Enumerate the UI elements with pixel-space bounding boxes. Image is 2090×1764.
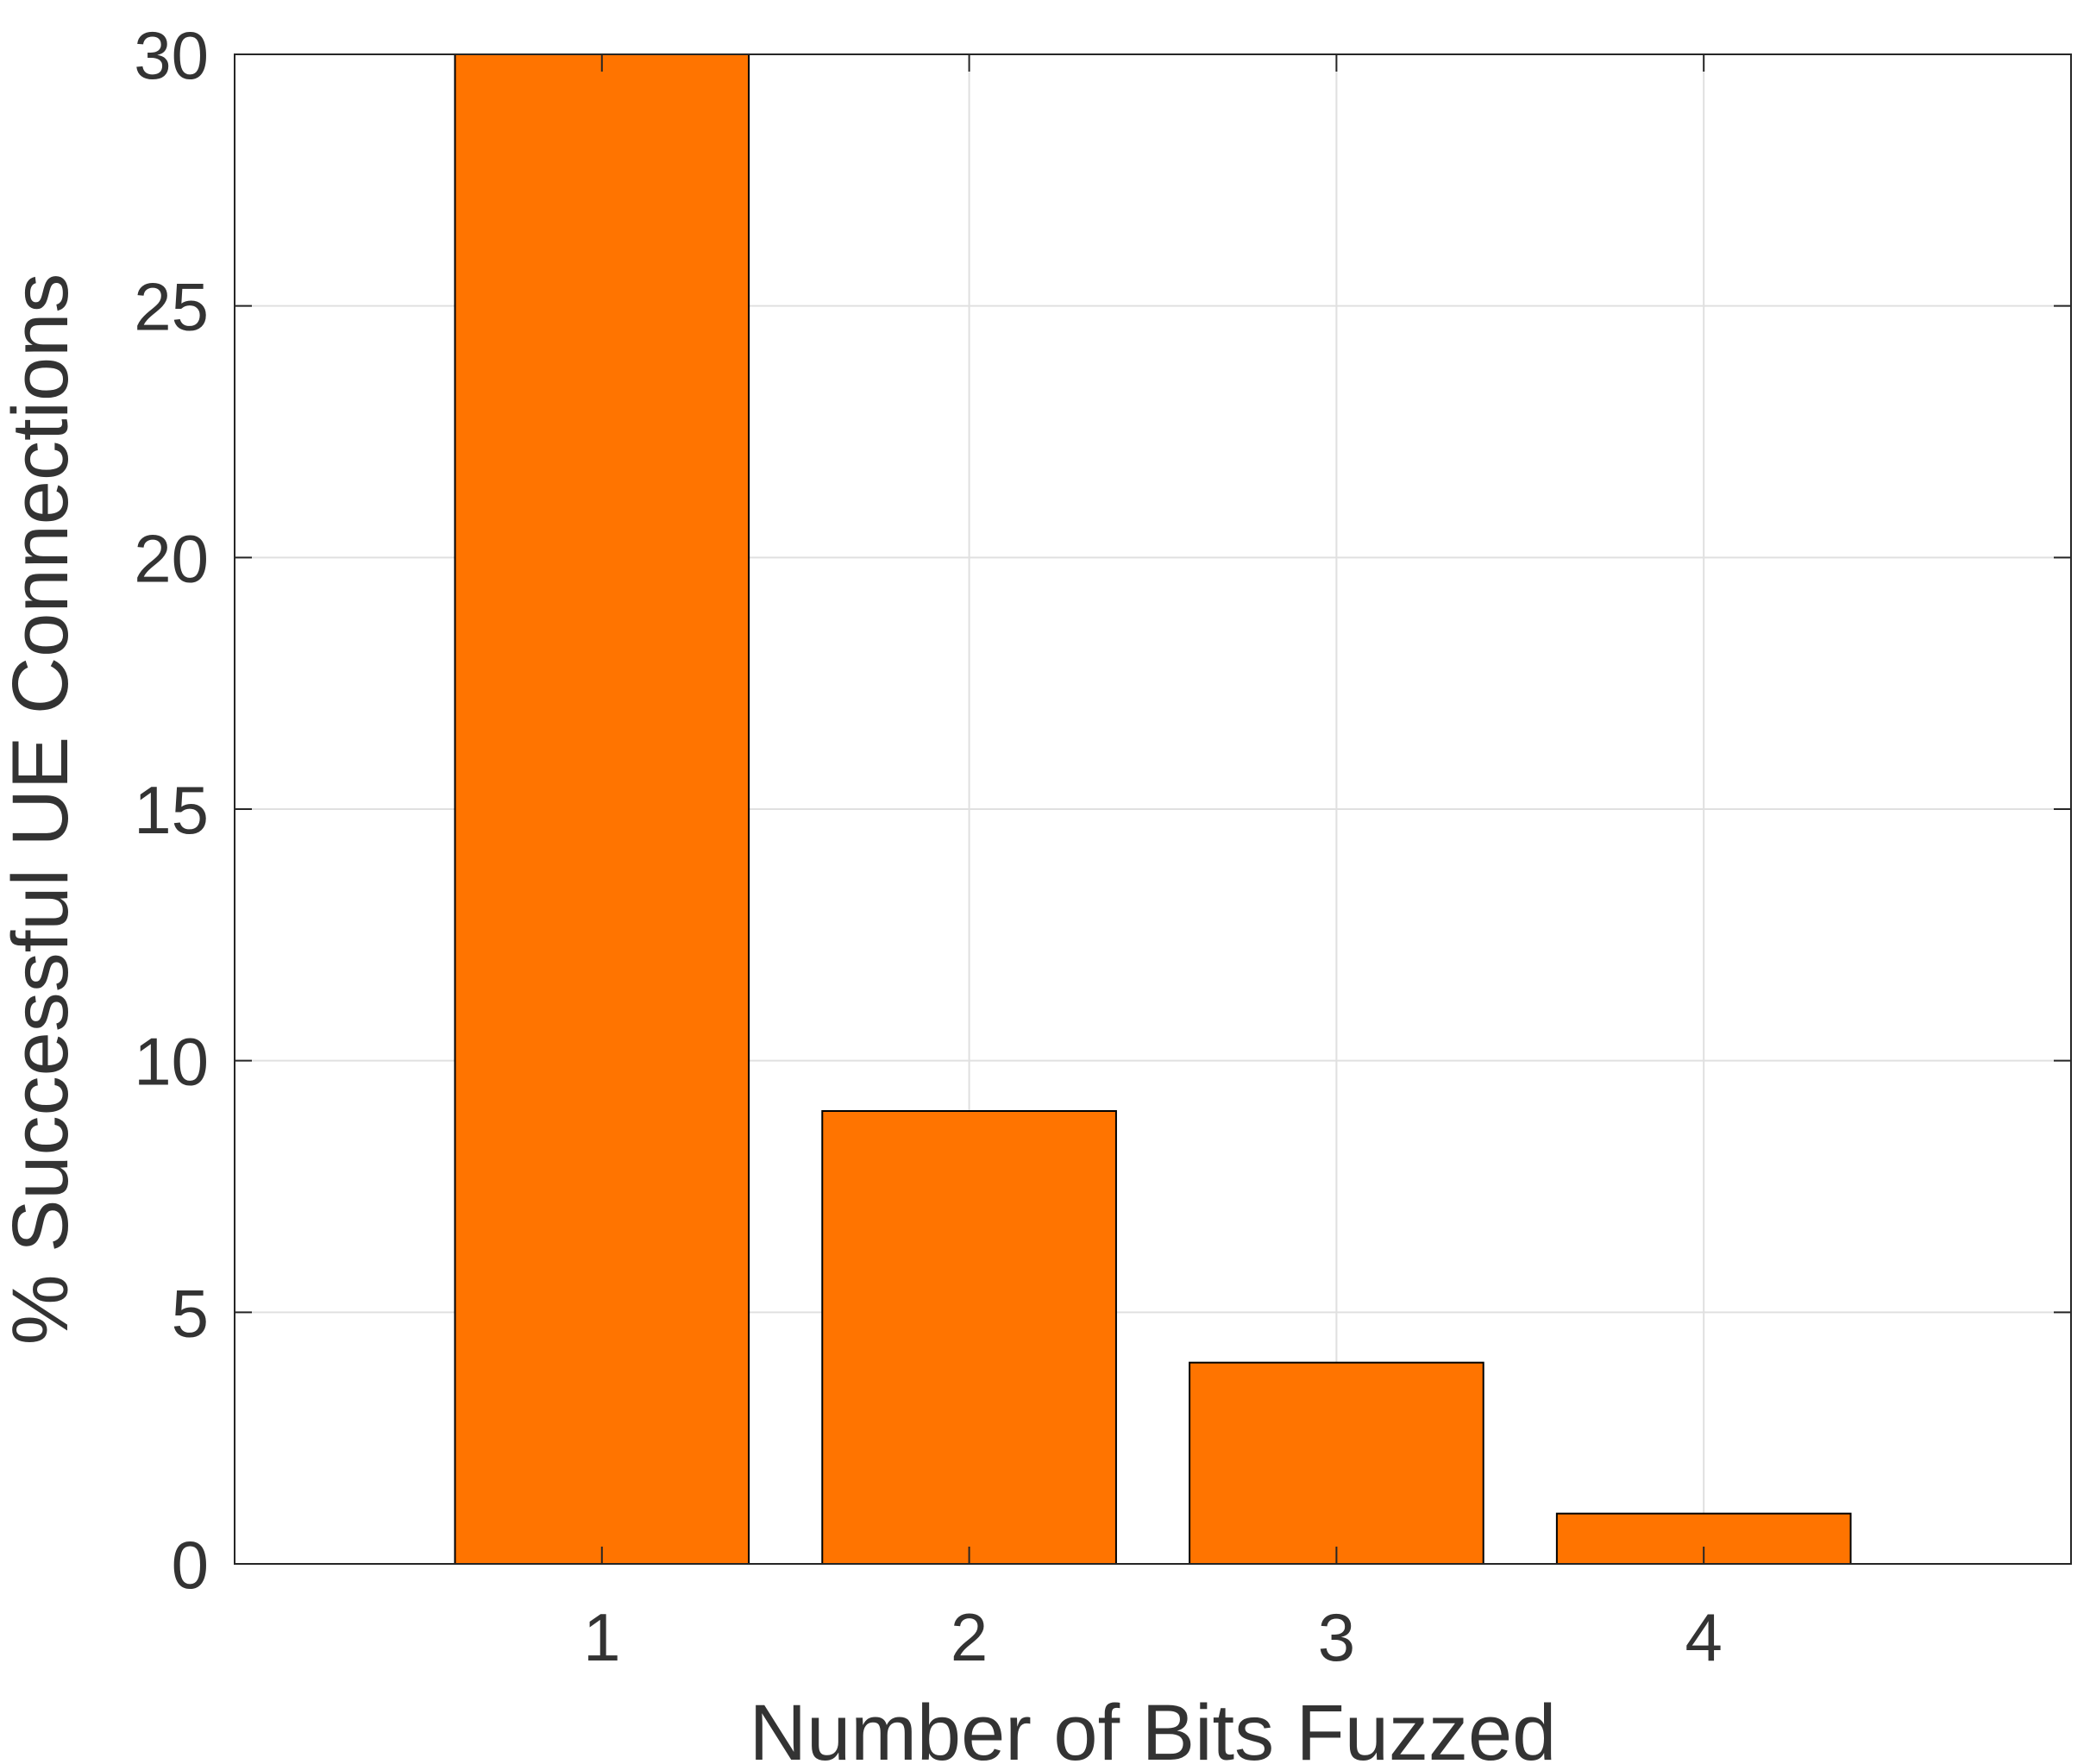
bar-3 — [1189, 1361, 1484, 1565]
axes — [234, 53, 2072, 1565]
y-tick-label: 0 — [172, 1527, 209, 1603]
y-tick-label: 30 — [134, 17, 209, 93]
x-tick-label: 4 — [1685, 1599, 1723, 1675]
x-tick-label: 1 — [583, 1599, 620, 1675]
x-tick-label: 3 — [1318, 1599, 1355, 1675]
bar-1 — [454, 53, 750, 1565]
x-tick-label: 2 — [951, 1599, 988, 1675]
y-tick-label: 5 — [172, 1275, 209, 1351]
y-tick-label: 25 — [134, 269, 209, 345]
y-axis-title: % Successful UE Connections — [0, 273, 85, 1346]
y-tick-label: 15 — [134, 772, 209, 848]
tick-labels: 0 5 10 15 20 25 30 1 2 3 4 — [134, 17, 1723, 1675]
bars — [454, 53, 1852, 1565]
bar-2 — [821, 1110, 1117, 1565]
y-tick-label: 20 — [134, 520, 209, 596]
x-axis-title: Number of Bits Fuzzed — [750, 1689, 1557, 1764]
y-tick-label: 10 — [134, 1024, 209, 1100]
